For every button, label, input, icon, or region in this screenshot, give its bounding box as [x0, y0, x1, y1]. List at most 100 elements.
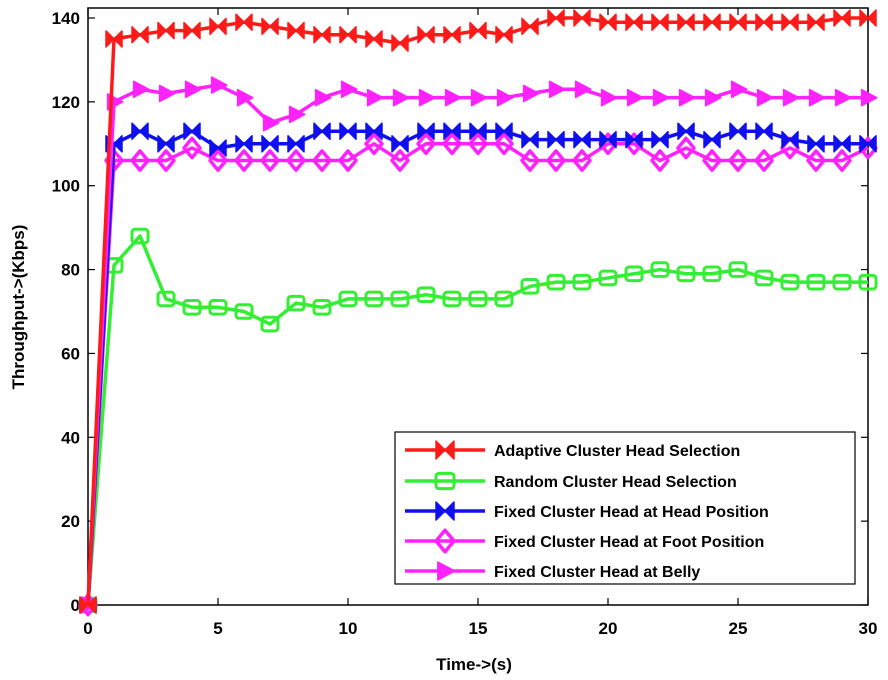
data-point [652, 88, 670, 107]
data-point [678, 88, 696, 107]
data-point [495, 122, 513, 140]
data-point [286, 294, 306, 312]
data-point [468, 290, 488, 308]
data-point [650, 149, 670, 172]
data-point [338, 290, 358, 308]
data-point [833, 9, 851, 27]
data-point [364, 132, 384, 156]
data-point [313, 122, 331, 140]
legend-label: Fixed Cluster Head at Head Position [494, 504, 769, 521]
data-point [806, 273, 826, 291]
data-point [626, 88, 644, 107]
legend-item: Adaptive Cluster Head Selection [405, 440, 740, 460]
legend-label: Fixed Cluster Head at Foot Position [494, 534, 764, 551]
data-point [702, 265, 722, 283]
series-line [86, 234, 868, 606]
data-point [182, 136, 202, 160]
data-point [548, 80, 566, 99]
data-point [520, 278, 540, 295]
data-point [703, 13, 721, 31]
y-tick-label: 120 [52, 93, 80, 112]
y-axis-ticks: 0 20 40 60 80 100 120 140 [52, 9, 868, 615]
data-point [417, 26, 435, 44]
series-1 [78, 227, 878, 614]
legend: Adaptive Cluster Head Selection Random Cl… [394, 431, 856, 585]
data-point [754, 149, 774, 172]
x-tick-label: 5 [213, 619, 222, 638]
data-point [287, 135, 305, 153]
data-point [807, 13, 825, 31]
data-point [860, 88, 878, 107]
data-point [832, 149, 852, 172]
data-point [756, 88, 774, 107]
data-point [574, 80, 592, 99]
data-point [522, 84, 540, 103]
data-point [182, 299, 202, 316]
data-point [728, 149, 748, 172]
x-tick-label: 20 [599, 619, 618, 638]
data-point [729, 122, 747, 140]
data-point [754, 269, 774, 287]
data-point [469, 21, 487, 40]
data-point [416, 286, 436, 304]
data-point [521, 130, 539, 149]
data-point [366, 88, 384, 107]
x-tick-label: 0 [83, 619, 92, 638]
data-point [599, 13, 617, 31]
data-point [624, 265, 644, 283]
data-point [158, 84, 176, 103]
data-point [573, 9, 591, 27]
data-point [859, 135, 877, 153]
data-point [365, 122, 383, 140]
data-point [157, 135, 175, 153]
data-point [521, 17, 539, 36]
data-point [234, 303, 254, 320]
series-layer [78, 9, 878, 617]
data-point [261, 17, 279, 36]
data-point [209, 139, 227, 157]
data-point [806, 149, 826, 172]
data-point [443, 26, 461, 44]
data-point [418, 88, 436, 107]
data-point [469, 122, 487, 140]
data-point [390, 149, 410, 172]
y-tick-label: 40 [61, 428, 80, 447]
data-point [858, 273, 878, 291]
x-tick-label: 10 [339, 619, 358, 638]
data-point [702, 149, 722, 172]
data-point [496, 88, 514, 107]
data-point [312, 149, 332, 172]
data-point [391, 135, 409, 153]
x-axis-label: Time->(s) [436, 655, 512, 674]
y-axis-label: Throughput->(Kbps) [9, 225, 28, 390]
data-point [832, 273, 852, 291]
data-point [208, 299, 228, 316]
data-point [392, 88, 410, 107]
data-point [235, 13, 253, 31]
data-point [859, 9, 877, 27]
legend-item: Fixed Cluster Head at Belly [405, 561, 700, 581]
data-point [183, 21, 201, 40]
y-tick-label: 60 [61, 344, 80, 363]
data-point [494, 132, 514, 156]
data-point [340, 80, 358, 99]
data-point [547, 9, 565, 27]
data-point [286, 149, 306, 172]
data-point [781, 13, 799, 31]
data-point [442, 290, 462, 308]
data-point [572, 273, 592, 291]
data-point [437, 561, 456, 581]
data-point [235, 135, 253, 153]
series-2 [79, 122, 877, 614]
x-tick-label: 15 [469, 619, 488, 638]
data-point [312, 299, 332, 316]
data-point [599, 130, 617, 149]
data-point [156, 290, 176, 308]
data-point [600, 88, 618, 107]
data-point [314, 88, 332, 107]
data-point [130, 149, 150, 172]
data-point [434, 528, 456, 554]
data-point [339, 122, 357, 140]
data-point [625, 13, 643, 31]
